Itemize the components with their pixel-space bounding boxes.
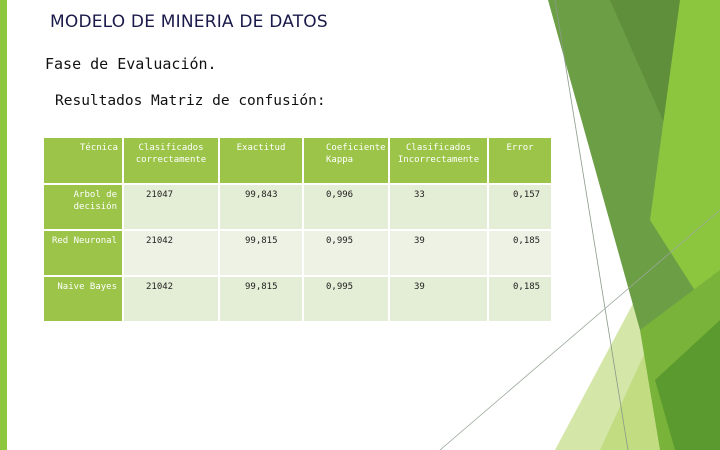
cell-kappa: 0,996 xyxy=(302,183,390,231)
table-header-row: Técnica Clasificados correctamente Exact… xyxy=(42,136,553,185)
cell-exactitud: 99,815 xyxy=(218,275,304,323)
header-error: Error xyxy=(487,136,553,185)
cell-kappa: 0,995 xyxy=(302,229,390,277)
cell-incorrectos: 39 xyxy=(388,229,489,277)
header-exactitud: Exactitud xyxy=(218,136,304,185)
deco-line-2 xyxy=(439,209,720,450)
deco-line-1 xyxy=(554,0,629,450)
cell-exactitud: 99,843 xyxy=(218,183,304,231)
cell-correctos: 21042 xyxy=(122,275,220,323)
deco-shape-bottom xyxy=(655,320,720,450)
table-row: Arbol de decisión 21047 99,843 0,996 33 … xyxy=(42,183,553,231)
header-clasificados-correctamente: Clasificados correctamente xyxy=(122,136,220,185)
section-heading: Resultados Matriz de confusión: xyxy=(55,93,326,109)
cell-exactitud: 99,815 xyxy=(218,229,304,277)
confusion-matrix-table: Técnica Clasificados correctamente Exact… xyxy=(42,136,553,323)
header-clasificados-incorrectamente: Clasificados Incorrectamente xyxy=(388,136,489,185)
cell-tecnica: Naive Bayes xyxy=(42,275,124,323)
cell-correctos: 21047 xyxy=(122,183,220,231)
cell-kappa: 0,995 xyxy=(302,275,390,323)
table-row: Naive Bayes 21042 99,815 0,995 39 0,185 xyxy=(42,275,553,323)
cell-error: 0,185 xyxy=(487,275,553,323)
header-tecnica: Técnica xyxy=(42,136,124,185)
slide-title: MODELO DE MINERIA DE DATOS xyxy=(50,12,328,32)
cell-tecnica: Red Neuronal xyxy=(42,229,124,277)
cell-tecnica: Arbol de decisión xyxy=(42,183,124,231)
cell-correctos: 21042 xyxy=(122,229,220,277)
left-accent-bar xyxy=(0,0,7,450)
cell-incorrectos: 39 xyxy=(388,275,489,323)
cell-incorrectos: 33 xyxy=(388,183,489,231)
cell-error: 0,185 xyxy=(487,229,553,277)
slide-subtitle: Fase de Evaluación. xyxy=(45,55,217,73)
deco-shape-bright xyxy=(650,0,720,330)
cell-error: 0,157 xyxy=(487,183,553,231)
table-row: Red Neuronal 21042 99,815 0,995 39 0,185 xyxy=(42,229,553,277)
header-coeficiente-kappa: Coeficiente Kappa xyxy=(302,136,390,185)
